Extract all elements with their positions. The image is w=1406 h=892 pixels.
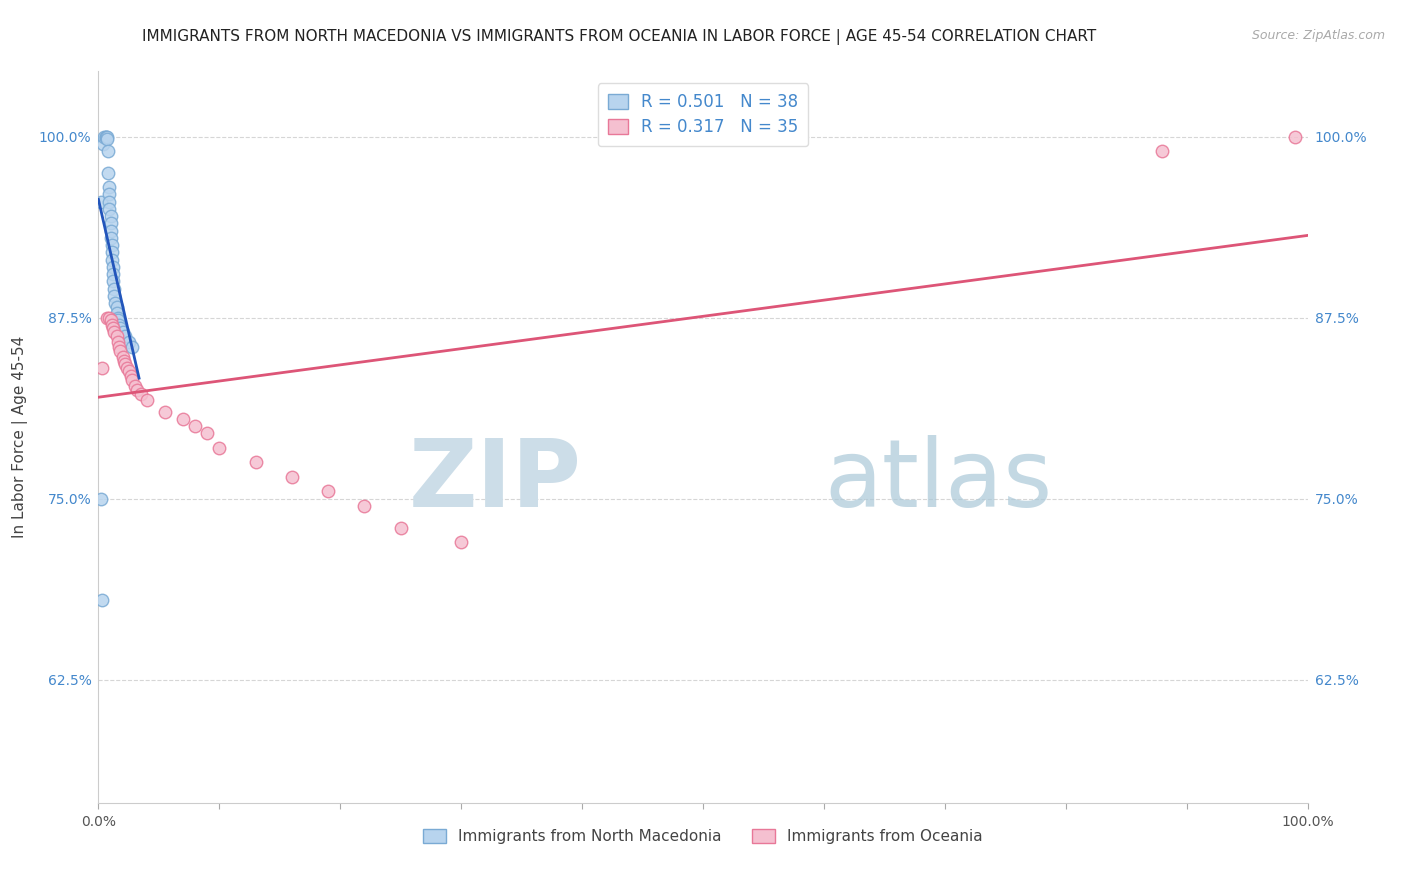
Point (450, 535, 472, 549)
Point (100, 209, 122, 223)
Text: atlas: atlas (824, 435, 1052, 527)
Point (103, 325, 125, 339)
Point (100, 313, 122, 327)
Point (103, 282, 125, 296)
Point (94, 129, 117, 144)
Point (100, 318, 122, 332)
Point (103, 289, 125, 303)
Point (108, 318, 131, 332)
Point (97, 166, 120, 180)
Point (108, 320, 131, 334)
Point (108, 340, 131, 354)
Point (281, 470, 304, 484)
Point (118, 364, 141, 378)
Point (112, 354, 135, 368)
Legend: Immigrants from North Macedonia, Immigrants from Oceania: Immigrants from North Macedonia, Immigra… (418, 822, 988, 850)
Point (111, 350, 134, 364)
Y-axis label: In Labor Force | Age 45-54: In Labor Force | Age 45-54 (11, 336, 28, 538)
Point (96, 129, 118, 144)
Point (121, 340, 143, 354)
Text: IMMIGRANTS FROM NORTH MACEDONIA VS IMMIGRANTS FROM OCEANIA IN LABOR FORCE | AGE : IMMIGRANTS FROM NORTH MACEDONIA VS IMMIG… (142, 29, 1095, 45)
Point (105, 306, 128, 320)
Point (96, 310, 118, 325)
Point (91, 593, 114, 607)
Point (100, 216, 122, 230)
Point (93, 129, 115, 144)
Point (120, 368, 142, 383)
Point (208, 441, 231, 455)
Point (91, 361, 114, 376)
Point (97, 144, 120, 158)
Point (124, 378, 146, 392)
Point (108, 343, 131, 358)
Point (105, 301, 128, 315)
Point (105, 329, 128, 343)
Point (101, 274, 124, 288)
Point (389, 520, 412, 534)
Point (100, 252, 122, 267)
Point (100, 245, 122, 260)
Point (100, 238, 122, 252)
Point (153, 405, 176, 419)
Point (127, 383, 149, 397)
Point (104, 296, 127, 310)
Point (100, 224, 122, 238)
Point (100, 231, 122, 245)
Point (101, 267, 124, 281)
Point (98, 180, 121, 194)
Text: ZIP: ZIP (409, 435, 582, 527)
Point (90, 194, 112, 209)
Point (98, 202, 121, 216)
Point (118, 335, 141, 350)
Point (98, 194, 121, 209)
Point (195, 426, 218, 441)
Point (316, 484, 339, 499)
Point (121, 373, 143, 387)
Point (101, 260, 124, 274)
Point (91, 136, 114, 151)
Point (129, 387, 152, 401)
Point (353, 499, 375, 513)
Point (1284, 129, 1306, 144)
Point (107, 310, 129, 325)
Text: Source: ZipAtlas.com: Source: ZipAtlas.com (1251, 29, 1385, 42)
Point (184, 419, 207, 434)
Point (114, 357, 136, 371)
Point (135, 393, 157, 408)
Point (98, 187, 121, 202)
Point (117, 361, 139, 376)
Point (107, 313, 129, 327)
Point (101, 320, 124, 334)
Point (107, 335, 129, 350)
Point (114, 329, 136, 343)
Point (172, 412, 194, 426)
Point (94, 129, 117, 144)
Point (245, 455, 267, 469)
Point (90, 491, 112, 506)
Point (1152, 144, 1174, 158)
Point (111, 325, 134, 339)
Point (96, 132, 118, 146)
Point (98, 310, 121, 325)
